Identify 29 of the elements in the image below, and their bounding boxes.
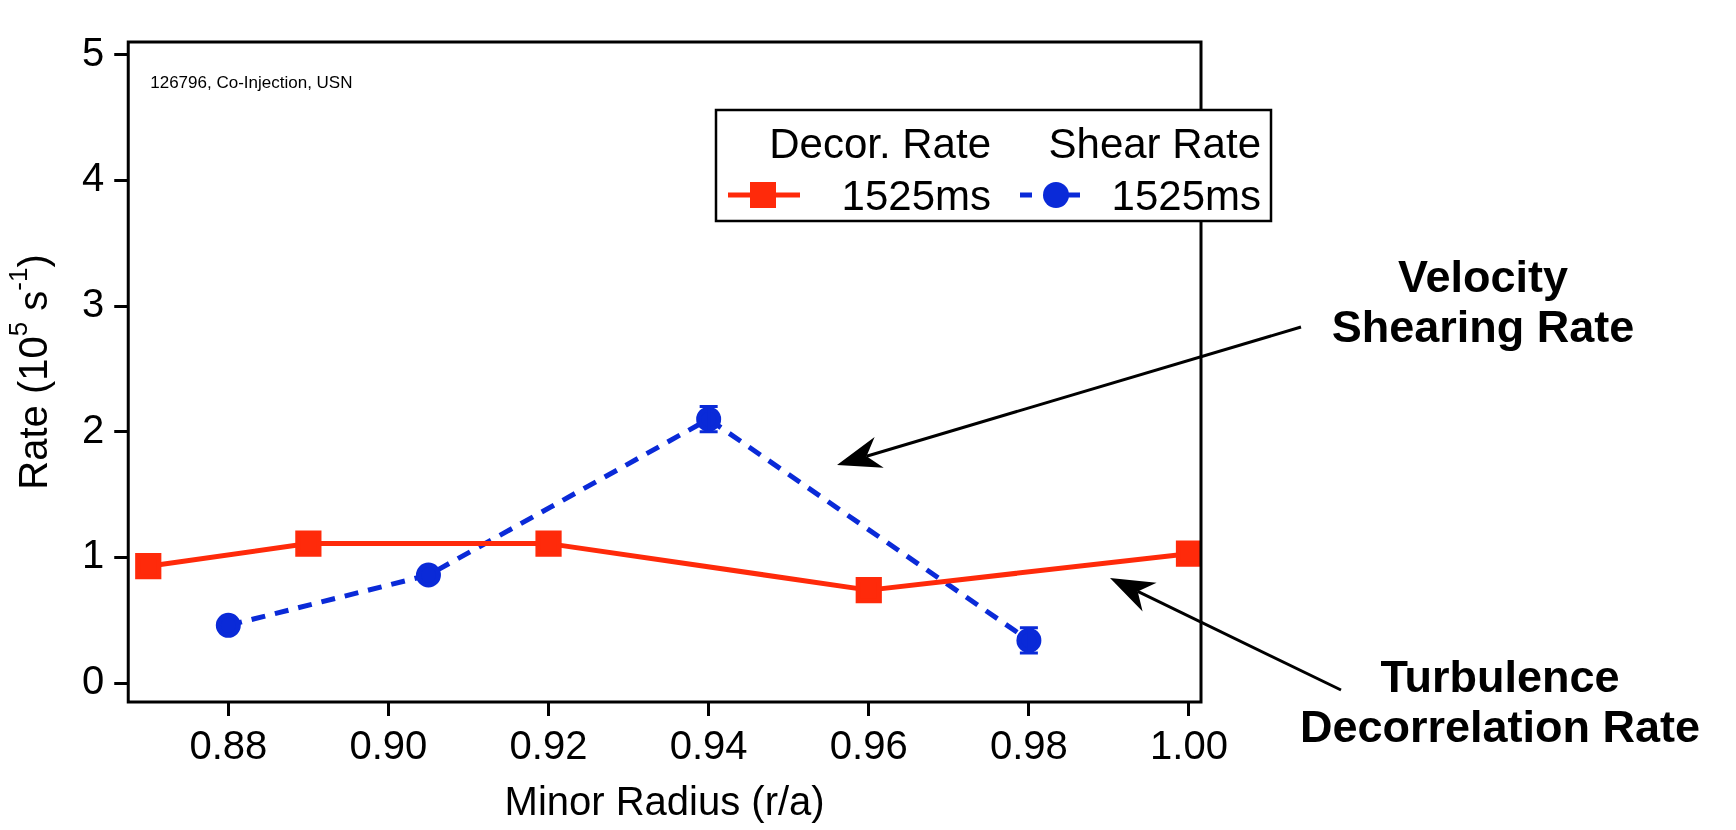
y-tick-label: 0 bbox=[82, 658, 105, 703]
legend-label: 1525ms bbox=[1111, 172, 1261, 219]
x-axis-title: Minor Radius (r/a) bbox=[504, 779, 825, 824]
text: Velocity Shearing Rate bbox=[1330, 251, 1636, 352]
x-tick-label: 0.92 bbox=[509, 723, 588, 768]
point bbox=[855, 577, 882, 604]
x-tick-label: 0.98 bbox=[989, 723, 1068, 768]
point bbox=[135, 553, 162, 580]
x-tick-label: 0.96 bbox=[829, 723, 908, 768]
legend-label: 1525ms bbox=[841, 172, 991, 219]
annotation: Shear Rate bbox=[1048, 120, 1261, 167]
y-tick-label: 4 bbox=[82, 155, 105, 200]
y-tick-label: 2 bbox=[82, 406, 105, 451]
y-axis-title: Rate (105 s-1) bbox=[3, 254, 56, 490]
x-tick-label: 0.88 bbox=[189, 723, 268, 768]
annotation: Decor. Rate bbox=[769, 120, 991, 167]
point bbox=[535, 530, 562, 557]
y-tick-label: 5 bbox=[82, 29, 105, 74]
x-tick-label: 0.90 bbox=[349, 723, 428, 768]
point bbox=[415, 562, 441, 588]
y-tick-label: 1 bbox=[82, 532, 105, 577]
point bbox=[1175, 540, 1201, 567]
text: Turbulence Decorrelation Rate bbox=[1298, 651, 1702, 752]
point bbox=[215, 612, 241, 638]
annotation: 126796, Co-Injection, USN bbox=[150, 73, 353, 92]
point bbox=[295, 530, 322, 557]
x-tick-label: 0.94 bbox=[669, 723, 748, 768]
y-tick-label: 3 bbox=[82, 281, 105, 326]
x-tick-label: 1.00 bbox=[1150, 723, 1228, 768]
